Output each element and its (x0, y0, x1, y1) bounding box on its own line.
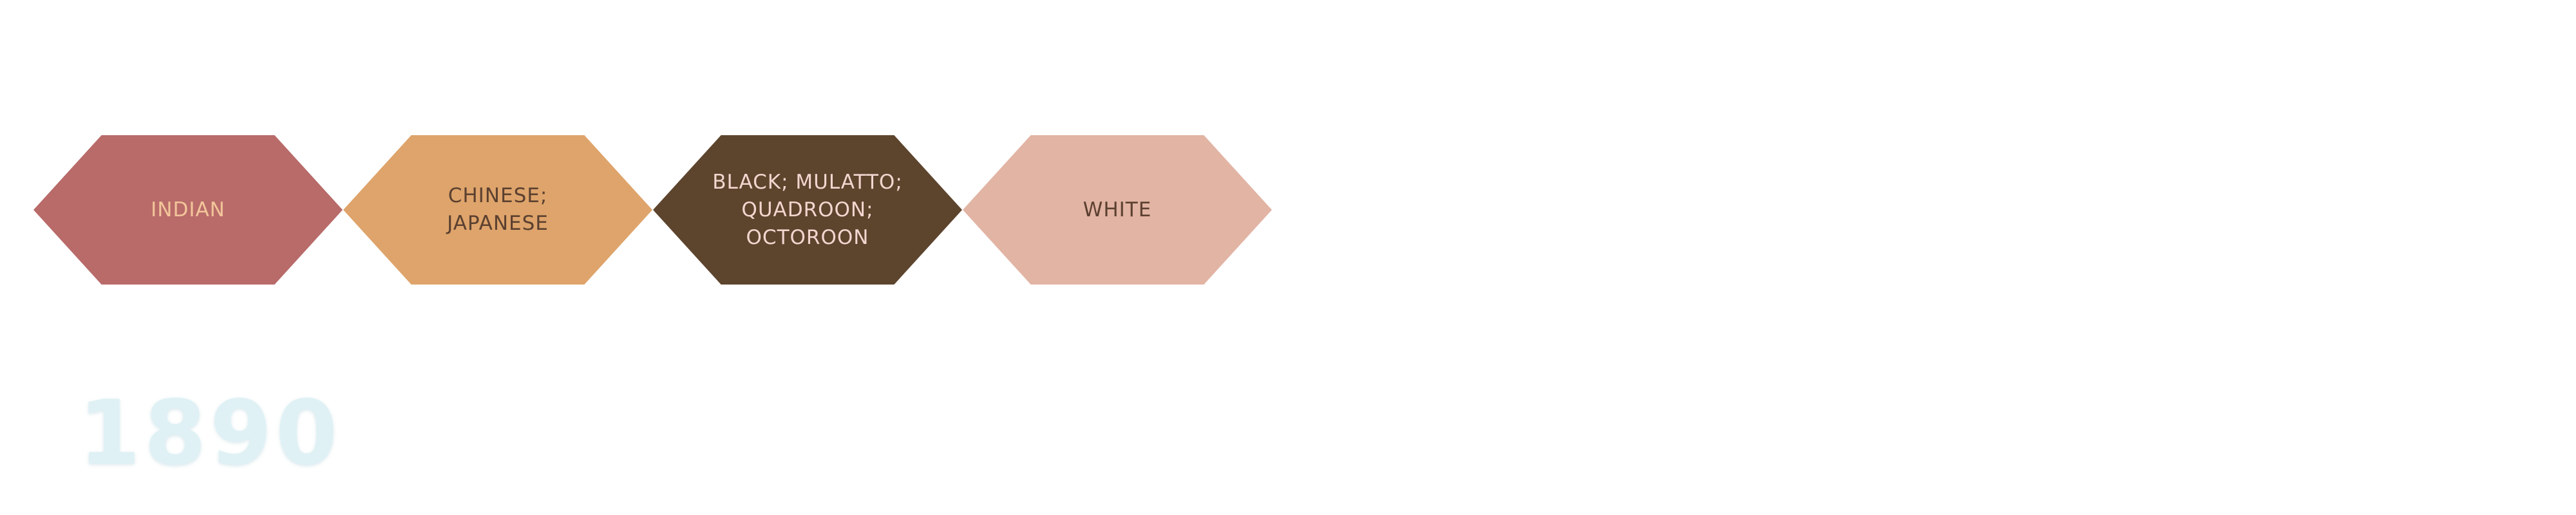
category-hexagon-indian: INDIAN (33, 135, 343, 285)
category-label-indian: INDIAN (151, 198, 225, 221)
category-hexagon-black-mulatto-quadroon-octoroon: BLACK; MULATTO; QUADROON; OCTOROON (653, 135, 962, 285)
year-label: 1890 (79, 381, 342, 485)
category-label-white: WHITE (1083, 198, 1152, 221)
category-hexagon-chinese-japanese: CHINESE; JAPANESE (343, 135, 652, 285)
category-hexagon-white: WHITE (963, 135, 1272, 285)
category-label-black-mulatto-quadroon-octoroon: BLACK; MULATTO; QUADROON; OCTOROON (712, 170, 903, 249)
category-label-chinese-japanese: CHINESE; JAPANESE (447, 184, 549, 235)
